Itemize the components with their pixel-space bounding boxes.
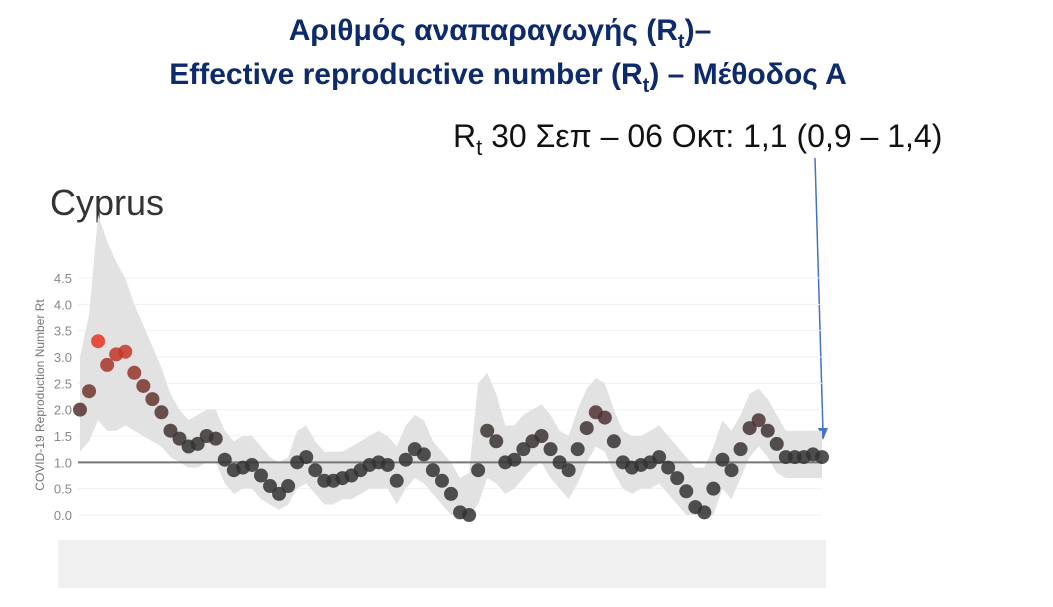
y-tick-label: 3.5 (54, 324, 72, 339)
point (127, 365, 142, 380)
point (706, 481, 721, 496)
annotation-sub: t (476, 135, 482, 160)
point (136, 378, 151, 393)
point (145, 392, 160, 407)
point (579, 421, 594, 436)
point (715, 452, 730, 467)
y-tick-label: 0.0 (54, 508, 72, 523)
point (416, 447, 431, 462)
point (244, 457, 259, 472)
point (652, 450, 667, 465)
point (100, 357, 115, 372)
point (697, 505, 712, 520)
point (751, 413, 766, 428)
point (815, 450, 829, 465)
annotation-text: R (453, 118, 476, 154)
point (91, 334, 106, 349)
title-tail: ) – Μέθοδος Α (649, 58, 846, 91)
point (471, 463, 486, 478)
arrow (814, 157, 824, 433)
point (425, 463, 440, 478)
point (272, 486, 287, 501)
point (73, 402, 87, 417)
point (208, 431, 223, 446)
point (444, 486, 458, 501)
point (679, 484, 694, 499)
point (172, 431, 187, 446)
y-axis-label: COVID-19 Reproduction Number Rt (33, 299, 47, 491)
point (661, 460, 676, 475)
point (606, 434, 621, 449)
point (389, 473, 404, 488)
point (489, 434, 504, 449)
point (516, 442, 531, 457)
point (462, 508, 477, 522)
point (507, 452, 522, 467)
point (281, 479, 296, 494)
point (434, 473, 449, 488)
point (742, 421, 757, 436)
title-sub: t (643, 75, 650, 97)
point (760, 423, 775, 438)
point (263, 479, 278, 494)
y-tick-label: 3.0 (54, 350, 72, 365)
point (570, 442, 585, 457)
x-label-block (58, 540, 826, 588)
point (154, 405, 169, 420)
title-text: Αριθμός αναπαραγωγής (R (289, 14, 679, 47)
annotation: Rt 30 Σεπ – 06 Οκτ: 1,1 (0,9 – 1,4) (453, 118, 942, 160)
point (190, 436, 205, 451)
point (118, 344, 133, 359)
point (597, 410, 612, 425)
y-tick-label: 2.5 (54, 376, 72, 391)
title-sub: t (678, 31, 685, 53)
chart-title: Cyprus (50, 182, 164, 223)
point (561, 463, 576, 478)
point (480, 423, 495, 438)
y-tick-label: 1.5 (54, 429, 72, 444)
point (299, 450, 314, 465)
annotation-tail: 30 Σεπ – 06 Οκτ: 1,1 (0,9 – 1,4) (482, 118, 942, 154)
y-tick-label: 4.5 (54, 271, 72, 286)
point (253, 468, 268, 483)
point (534, 429, 549, 443)
confidence-band (80, 214, 822, 516)
point (769, 436, 784, 451)
point (724, 463, 739, 478)
point (398, 452, 413, 467)
y-tick-label: 0.5 (54, 482, 72, 497)
title-line-1: Αριθμός αναπαραγωγής (Rt)– (289, 14, 712, 53)
point (217, 452, 232, 467)
point (543, 442, 558, 457)
title-tail: )– (685, 14, 712, 47)
y-tick-label: 2.0 (54, 403, 72, 418)
point (380, 457, 395, 472)
y-tick-label: 4.0 (54, 297, 72, 312)
point (552, 455, 567, 470)
title-text: Effective reproductive number (R (169, 58, 643, 91)
point (733, 442, 748, 457)
point (308, 463, 323, 478)
point (82, 384, 97, 399)
x-axis-labels-illegible (58, 540, 826, 588)
y-tick-label: 1.0 (54, 455, 72, 470)
point (670, 471, 685, 486)
title-line-2: Effective reproductive number (Rt) – Μέθ… (169, 58, 847, 97)
point (163, 423, 178, 438)
